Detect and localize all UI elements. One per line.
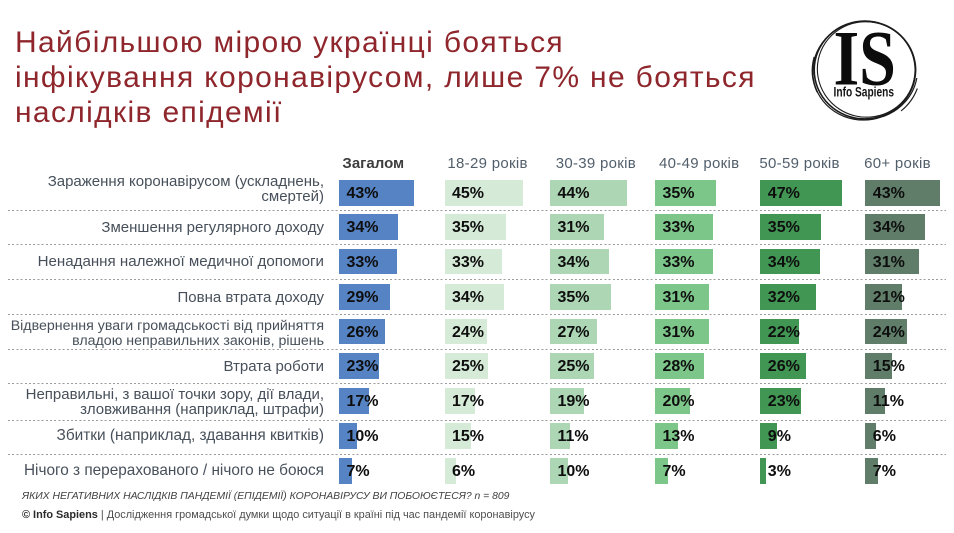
svg-text:Info Sapiens: Info Sapiens — [834, 85, 895, 100]
svg-text:IS: IS — [833, 14, 896, 101]
